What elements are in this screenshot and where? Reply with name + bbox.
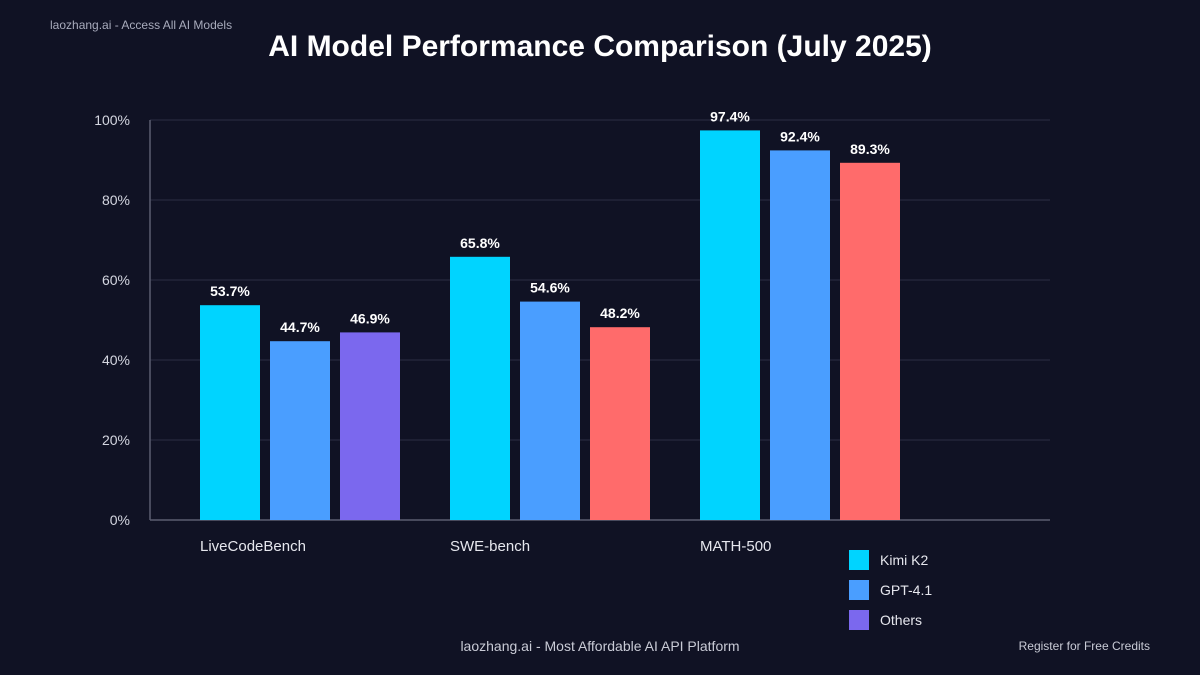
chart-legend: Kimi K2 GPT-4.1 Others [849,550,932,640]
bar [450,256,510,520]
bar-value-label: 53.7% [210,283,250,299]
bar-value-label: 54.6% [530,280,570,296]
footer-platform-text: laozhang.ai - Most Affordable AI API Pla… [460,638,740,654]
bar-value-label: 48.2% [600,305,640,321]
legend-label: Kimi K2 [880,552,929,568]
legend-swatch-gpt-4-1 [849,580,869,600]
bar-value-label: 97.4% [710,108,750,124]
y-tick-label: 40% [102,352,130,368]
x-tick-label: LiveCodeBench [200,538,306,555]
bar-value-label: 89.3% [850,141,890,157]
y-tick-label: 20% [102,432,130,448]
bar [840,162,900,521]
legend-item-kimi-k2: Kimi K2 [849,550,932,570]
x-tick-label: SWE-bench [450,538,530,555]
bar [590,327,650,520]
y-tick-label: 60% [102,272,130,288]
legend-item-gpt-4-1: GPT-4.1 [849,580,932,600]
bar [200,305,260,520]
y-tick-label: 100% [94,112,130,128]
top-watermark: laozhang.ai - Access All AI Models [50,18,233,32]
legend-label: GPT-4.1 [880,582,933,598]
bar [340,332,400,520]
y-tick-label: 0% [110,512,130,528]
legend-swatch-others [849,610,869,630]
bar [770,150,830,520]
bar [700,130,760,520]
legend-swatch-kimi-k2 [849,550,869,570]
bar-value-label: 44.7% [280,319,320,335]
bar [270,341,330,520]
bar-value-label: 65.8% [460,235,500,251]
chart-title: AI Model Performance Comparison (July 20… [268,30,932,63]
bar-value-label: 92.4% [780,128,820,144]
legend-item-others: Others [849,610,932,630]
register-link[interactable]: Register for Free Credits [1018,639,1150,653]
legend-label: Others [880,612,923,628]
y-tick-label: 80% [102,192,130,208]
bar [520,301,580,520]
x-tick-label: MATH-500 [700,538,771,555]
bar-value-label: 46.9% [350,310,390,326]
